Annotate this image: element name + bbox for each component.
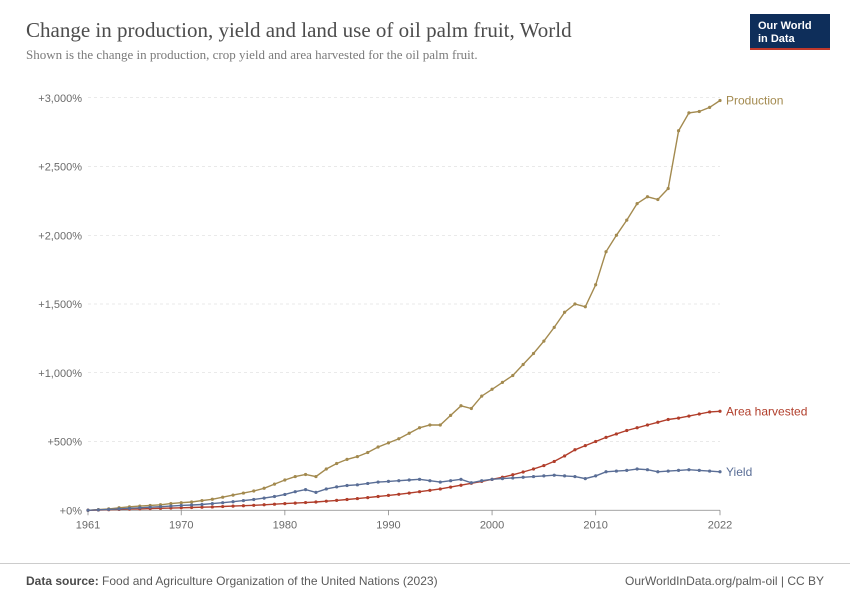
data-source: Data source: Food and Agriculture Organi… <box>26 574 438 588</box>
svg-text:+500%: +500% <box>47 437 82 449</box>
svg-text:1961: 1961 <box>76 519 100 531</box>
svg-text:1970: 1970 <box>169 519 193 531</box>
svg-text:+0%: +0% <box>60 505 83 517</box>
svg-text:2010: 2010 <box>583 519 607 531</box>
attribution-text: OurWorldInData.org/palm-oil | CC BY <box>625 574 824 588</box>
chart-area: +0% +500% +1,000% +1,500% +2,000% +2,500% +3,0… <box>26 78 830 550</box>
series-label-production: Production <box>726 94 783 108</box>
svg-text:1980: 1980 <box>273 519 297 531</box>
svg-text:+3,000%: +3,000% <box>38 93 82 105</box>
chart-footer: Data source: Food and Agriculture Organi… <box>0 563 850 600</box>
chart-subtitle: Shown is the change in production, crop … <box>26 47 824 63</box>
svg-text:2000: 2000 <box>480 519 504 531</box>
svg-text:+2,500%: +2,500% <box>38 162 82 174</box>
data-source-label: Data source: <box>26 574 99 588</box>
logo-line1: Our World <box>758 20 812 32</box>
svg-text:+2,000%: +2,000% <box>38 230 82 242</box>
series-label-area-harvested: Area harvested <box>726 404 807 418</box>
svg-text:+1,000%: +1,000% <box>38 368 82 380</box>
svg-text:2022: 2022 <box>708 519 732 531</box>
svg-text:+1,500%: +1,500% <box>38 299 82 311</box>
logo-line2: in Data <box>758 33 795 45</box>
series-label-yield: Yield <box>726 465 752 479</box>
svg-text:1990: 1990 <box>376 519 400 531</box>
data-source-text: Food and Agriculture Organization of the… <box>102 574 438 588</box>
line-chart-svg: +0% +500% +1,000% +1,500% +2,000% +2,500% +3,0… <box>26 78 830 550</box>
owid-logo: Our World in Data <box>750 14 830 50</box>
chart-title: Change in production, yield and land use… <box>26 18 824 43</box>
